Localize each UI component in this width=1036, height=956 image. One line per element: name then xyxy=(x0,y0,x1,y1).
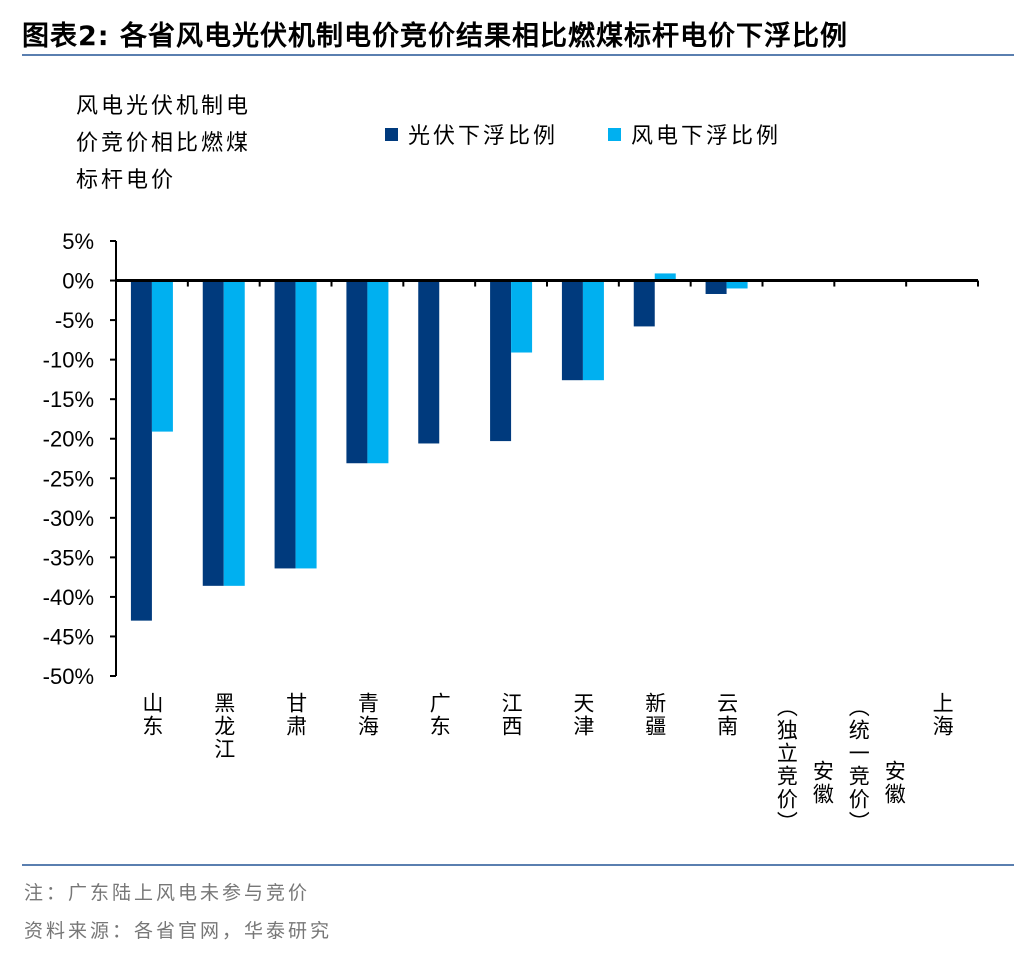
bar-solar xyxy=(633,280,655,327)
bar-wind xyxy=(726,280,748,289)
x-tick-label: （独立竞价） xyxy=(774,696,799,834)
x-tick-label: 广东 xyxy=(427,692,452,738)
footnote: 注：广东陆上风电未参与竞价 xyxy=(24,882,311,904)
bar-solar xyxy=(561,280,583,381)
y-tick-label: 0% xyxy=(62,269,94,294)
legend-item-wind: 风电下浮比例 xyxy=(608,118,781,150)
y-tick-label: -25% xyxy=(43,466,94,491)
x-tick-label: 上海 xyxy=(930,692,955,738)
x-tick-label: 云南 xyxy=(714,692,739,738)
bar-solar xyxy=(490,280,512,442)
y-tick-label: -30% xyxy=(43,506,94,531)
legend: 光伏下浮比例 风电下浮比例 xyxy=(385,118,781,150)
x-tick-label: 安徽 xyxy=(882,760,907,806)
bar-wind xyxy=(223,280,245,586)
x-tick-label: 新疆 xyxy=(642,692,667,738)
x-tick-label: 天津 xyxy=(570,692,595,738)
y-tick-label: -15% xyxy=(43,387,94,412)
y-tick-label: -50% xyxy=(43,664,94,689)
figure-title: 图表2: 各省风电光伏机制电价竞价结果相比燃煤标杆电价下浮比例 xyxy=(22,21,848,52)
bar-solar xyxy=(202,280,224,586)
bar-solar xyxy=(705,280,727,294)
x-tick-label: 山东 xyxy=(139,692,164,738)
bar-solar xyxy=(418,280,440,444)
bar-solar xyxy=(346,280,368,464)
legend-swatch-wind xyxy=(608,127,622,141)
x-tick-label: （统一竞价） xyxy=(846,696,871,834)
y-tick-label: -45% xyxy=(43,624,94,649)
x-tick-label: 甘肃 xyxy=(283,692,308,738)
x-tick-label: 青海 xyxy=(355,692,380,738)
y-tick-label: -10% xyxy=(43,348,94,373)
bar-solar xyxy=(274,280,296,569)
bar-wind xyxy=(367,280,389,464)
source-note: 资料来源：各省官网，华泰研究 xyxy=(24,920,333,942)
bottom-rule xyxy=(22,864,1014,866)
top-rule xyxy=(22,54,1014,56)
bar-solar xyxy=(130,280,152,621)
bar-wind xyxy=(295,280,317,569)
y-tick-label: -20% xyxy=(43,427,94,452)
bar-wind xyxy=(511,280,533,353)
y-axis-label: 风电光伏机制电价竞价相比燃煤标杆电价 xyxy=(76,94,252,193)
bar-wind xyxy=(654,273,676,281)
x-tick-label: 黑龙江 xyxy=(211,692,236,761)
y-tick-label: 5% xyxy=(62,229,94,254)
y-tick-label: -5% xyxy=(55,308,94,333)
y-tick-label: -35% xyxy=(43,545,94,570)
y-tick-label: -40% xyxy=(43,585,94,610)
legend-label-wind: 风电下浮比例 xyxy=(631,124,782,149)
bar-wind xyxy=(151,280,173,432)
x-tick-label: 安徽 xyxy=(810,760,835,806)
x-tick-label: 江西 xyxy=(499,692,524,738)
bar-wind xyxy=(582,280,604,381)
legend-swatch-solar xyxy=(385,127,398,141)
legend-label-solar: 光伏下浮比例 xyxy=(408,124,559,149)
legend-item-solar: 光伏下浮比例 xyxy=(385,118,558,150)
